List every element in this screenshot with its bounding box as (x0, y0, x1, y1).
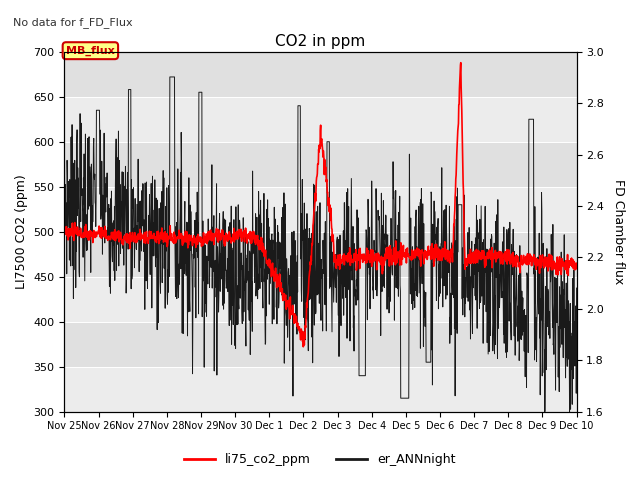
Y-axis label: LI7500 CO2 (ppm): LI7500 CO2 (ppm) (15, 174, 28, 289)
Y-axis label: FD Chamber flux: FD Chamber flux (612, 179, 625, 284)
Title: CO2 in ppm: CO2 in ppm (275, 34, 365, 49)
Bar (65, 142, 577, 187)
Text: MB_flux: MB_flux (66, 46, 115, 56)
Bar (65, 276, 577, 322)
Bar (65, 52, 577, 97)
Text: No data for f_FD_Flux: No data for f_FD_Flux (13, 17, 132, 28)
Bar (65, 232, 577, 276)
Bar (65, 187, 577, 232)
Bar (65, 322, 577, 367)
Bar (65, 367, 577, 412)
Bar (65, 97, 577, 142)
Legend: li75_co2_ppm, er_ANNnight: li75_co2_ppm, er_ANNnight (179, 448, 461, 471)
